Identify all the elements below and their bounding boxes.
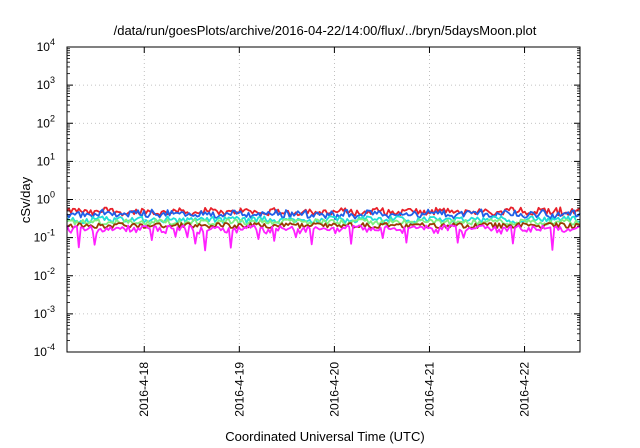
grid-layer <box>67 47 580 352</box>
y-tick-label: 10-3 <box>34 304 55 321</box>
y-tick-label: 100 <box>37 190 55 207</box>
x-tick-label: 2016-4-22 <box>518 362 532 417</box>
x-axis-ticks: 2016-4-18 2016-4-19 2016-4-20 2016-4-21 2016… <box>137 47 532 417</box>
series-line <box>66 222 581 229</box>
series-layer <box>66 206 581 252</box>
y-axis-label: cSv/day <box>18 176 33 223</box>
y-axis-ticks: 10-4 10-3 10-2 10-1 100 101 102 103 104 <box>34 37 580 359</box>
x-tick-label: 2016-4-20 <box>327 362 341 417</box>
series-line <box>66 224 581 252</box>
series-line <box>66 218 581 226</box>
y-tick-label: 101 <box>37 151 55 168</box>
y-tick-label: 10-2 <box>34 266 55 283</box>
y-tick-label: 104 <box>37 37 55 54</box>
y-tick-label: 10-1 <box>34 228 55 245</box>
y-tick-label: 10-4 <box>34 342 55 359</box>
x-axis-label: Coordinated Universal Time (UTC) <box>225 429 424 444</box>
x-tick-label: 2016-4-21 <box>422 362 436 417</box>
x-tick-label: 2016-4-18 <box>137 362 151 417</box>
y-tick-label: 102 <box>37 113 55 130</box>
x-tick-label: 2016-4-19 <box>232 362 246 417</box>
y-tick-label: 103 <box>37 75 55 92</box>
chart-title: /data/run/goesPlots/archive/2016-04-22/1… <box>114 23 537 38</box>
